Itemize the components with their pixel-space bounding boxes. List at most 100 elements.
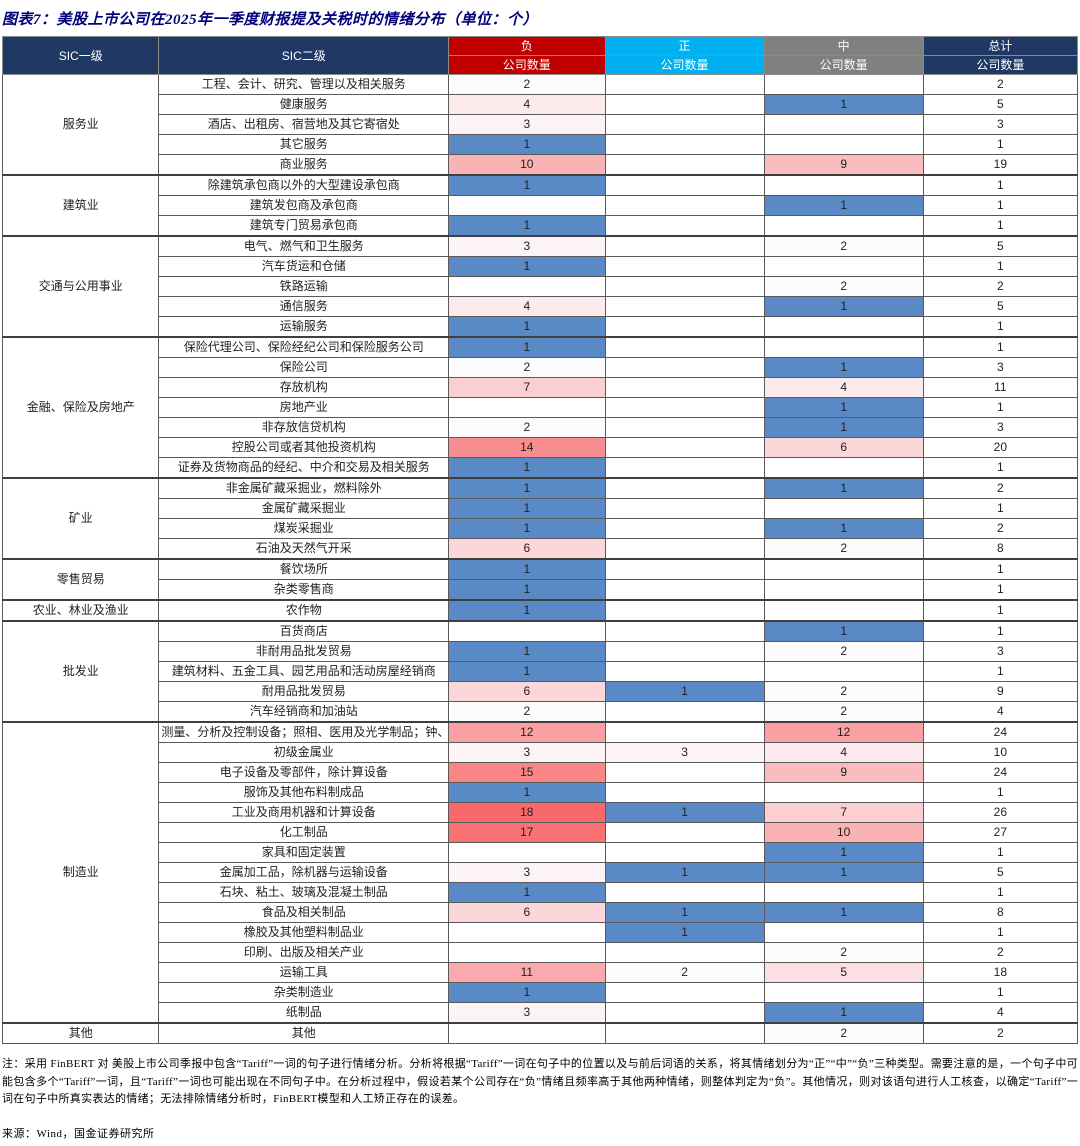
total-count-cell: 2 bbox=[922, 74, 1079, 95]
pos-count-cell bbox=[604, 336, 765, 358]
table-row: 橡胶及其他塑料制品业 1 1 bbox=[3, 922, 1079, 943]
neg-count-cell: 1 bbox=[448, 558, 606, 580]
mid-count-cell: 1 bbox=[763, 417, 924, 438]
neg-count-cell: 1 bbox=[448, 661, 606, 682]
sic2-cell: 电子设备及零部件，除计算设备 bbox=[158, 762, 450, 783]
col-subheader-positive: 公司数量 bbox=[604, 55, 765, 75]
col-header-positive: 正 bbox=[604, 36, 765, 56]
mid-count-cell: 2 bbox=[763, 235, 924, 257]
mid-count-cell: 1 bbox=[763, 477, 924, 499]
mid-count-cell bbox=[763, 256, 924, 277]
pos-count-cell bbox=[604, 437, 765, 458]
pos-count-cell bbox=[604, 782, 765, 803]
total-count-cell: 20 bbox=[922, 437, 1079, 458]
neg-count-cell: 2 bbox=[448, 701, 606, 723]
table-row: 化工制品 17 10 27 bbox=[3, 822, 1079, 843]
total-count-cell: 1 bbox=[922, 661, 1079, 682]
sic2-cell: 建筑发包商及承包商 bbox=[158, 195, 450, 216]
neg-count-cell bbox=[448, 397, 606, 418]
table-row: 建筑发包商及承包商 1 1 bbox=[3, 195, 1079, 216]
sic2-cell: 健康服务 bbox=[158, 94, 450, 115]
total-count-cell: 3 bbox=[922, 357, 1079, 378]
table-row: 初级金属业 3 3 4 10 bbox=[3, 742, 1079, 763]
neg-count-cell: 1 bbox=[448, 477, 606, 499]
sic2-cell: 家具和固定装置 bbox=[158, 842, 450, 863]
neg-count-cell: 11 bbox=[448, 962, 606, 983]
total-count-cell: 1 bbox=[922, 215, 1079, 237]
pos-count-cell bbox=[604, 377, 765, 398]
total-count-cell: 1 bbox=[922, 922, 1079, 943]
total-count-cell: 5 bbox=[922, 862, 1079, 883]
pos-count-cell bbox=[604, 357, 765, 378]
pos-count-cell bbox=[604, 316, 765, 338]
pos-count-cell: 1 bbox=[604, 862, 765, 883]
table-row: 服务业 工程、会计、研究、管理以及相关服务 2 2 bbox=[1, 74, 1079, 176]
sic2-cell: 建筑专门贸易承包商 bbox=[158, 215, 450, 237]
table-row: 杂类制造业 1 1 bbox=[3, 982, 1079, 1003]
pos-count-cell bbox=[604, 942, 765, 963]
total-count-cell: 1 bbox=[922, 620, 1079, 642]
neg-count-cell: 3 bbox=[448, 1002, 606, 1024]
table-row: 煤炭采掘业 1 1 2 bbox=[3, 518, 1079, 539]
sic2-cell: 房地产业 bbox=[158, 397, 450, 418]
table-row: 纸制品 3 1 4 bbox=[3, 1002, 1079, 1024]
mid-count-cell bbox=[763, 558, 924, 580]
sic2-cell: 纸制品 bbox=[158, 1002, 450, 1024]
source-line: 来源：Wind，国金证券研究所 bbox=[2, 1127, 155, 1140]
total-count-cell: 19 bbox=[922, 154, 1079, 176]
mid-count-cell bbox=[763, 134, 924, 155]
mid-count-cell: 1 bbox=[763, 518, 924, 539]
pos-count-cell: 1 bbox=[604, 922, 765, 943]
total-count-cell: 1 bbox=[922, 498, 1079, 519]
mid-count-cell bbox=[763, 457, 924, 479]
neg-count-cell: 1 bbox=[448, 518, 606, 539]
sic2-cell: 工程、会计、研究、管理以及相关服务 bbox=[158, 74, 450, 95]
neg-count-cell: 3 bbox=[448, 862, 606, 883]
table-row: 批发业 百货商店 1 1 bbox=[1, 620, 1079, 723]
pos-count-cell bbox=[604, 822, 765, 843]
total-count-cell: 27 bbox=[922, 822, 1079, 843]
neg-count-cell bbox=[448, 1022, 606, 1044]
neg-count-cell: 12 bbox=[448, 721, 606, 743]
table-row: 金属加工品，除机器与运输设备 3 1 1 5 bbox=[3, 862, 1079, 883]
neg-count-cell: 1 bbox=[448, 982, 606, 1003]
total-count-cell: 1 bbox=[922, 397, 1079, 418]
total-count-cell: 1 bbox=[922, 457, 1079, 479]
mid-count-cell bbox=[763, 882, 924, 903]
sic2-cell: 其他 bbox=[158, 1022, 450, 1044]
mid-count-cell bbox=[763, 316, 924, 338]
neg-count-cell bbox=[448, 922, 606, 943]
table-row: 汽车经销商和加油站 2 2 4 bbox=[3, 701, 1079, 723]
col-subheader-total: 公司数量 bbox=[922, 55, 1079, 75]
pos-count-cell bbox=[604, 498, 765, 519]
mid-count-cell: 4 bbox=[763, 742, 924, 763]
neg-count-cell: 3 bbox=[448, 235, 606, 257]
pos-count-cell bbox=[604, 154, 765, 176]
pos-count-cell bbox=[604, 457, 765, 479]
sic2-cell: 印刷、出版及相关产业 bbox=[158, 942, 450, 963]
sic1-cell: 服务业 bbox=[1, 74, 160, 176]
sic2-cell: 运输服务 bbox=[158, 316, 450, 338]
neg-count-cell: 17 bbox=[448, 822, 606, 843]
pos-count-cell bbox=[604, 276, 765, 297]
neg-count-cell: 2 bbox=[448, 357, 606, 378]
total-count-cell: 26 bbox=[922, 802, 1079, 823]
neg-count-cell: 1 bbox=[448, 215, 606, 237]
sic2-cell: 杂类零售商 bbox=[158, 579, 450, 601]
pos-count-cell bbox=[604, 195, 765, 216]
sic2-cell: 运输工具 bbox=[158, 962, 450, 983]
table-row: 控股公司或者其他投资机构 14 6 20 bbox=[3, 437, 1079, 458]
pos-count-cell: 1 bbox=[604, 681, 765, 702]
pos-count-cell bbox=[604, 982, 765, 1003]
mid-count-cell: 7 bbox=[763, 802, 924, 823]
mid-count-cell bbox=[763, 982, 924, 1003]
sic2-cell: 测量、分析及控制设备；照相、医用及光学制品；钟、表 bbox=[158, 721, 450, 743]
pos-count-cell bbox=[604, 882, 765, 903]
neg-count-cell: 6 bbox=[448, 538, 606, 560]
neg-count-cell: 1 bbox=[448, 599, 606, 622]
pos-count-cell bbox=[604, 701, 765, 723]
total-count-cell: 3 bbox=[922, 641, 1079, 662]
sic1-cell: 交通与公用事业 bbox=[1, 235, 160, 338]
mid-count-cell bbox=[763, 74, 924, 95]
col-header-sic1: SIC一级 bbox=[1, 36, 160, 75]
